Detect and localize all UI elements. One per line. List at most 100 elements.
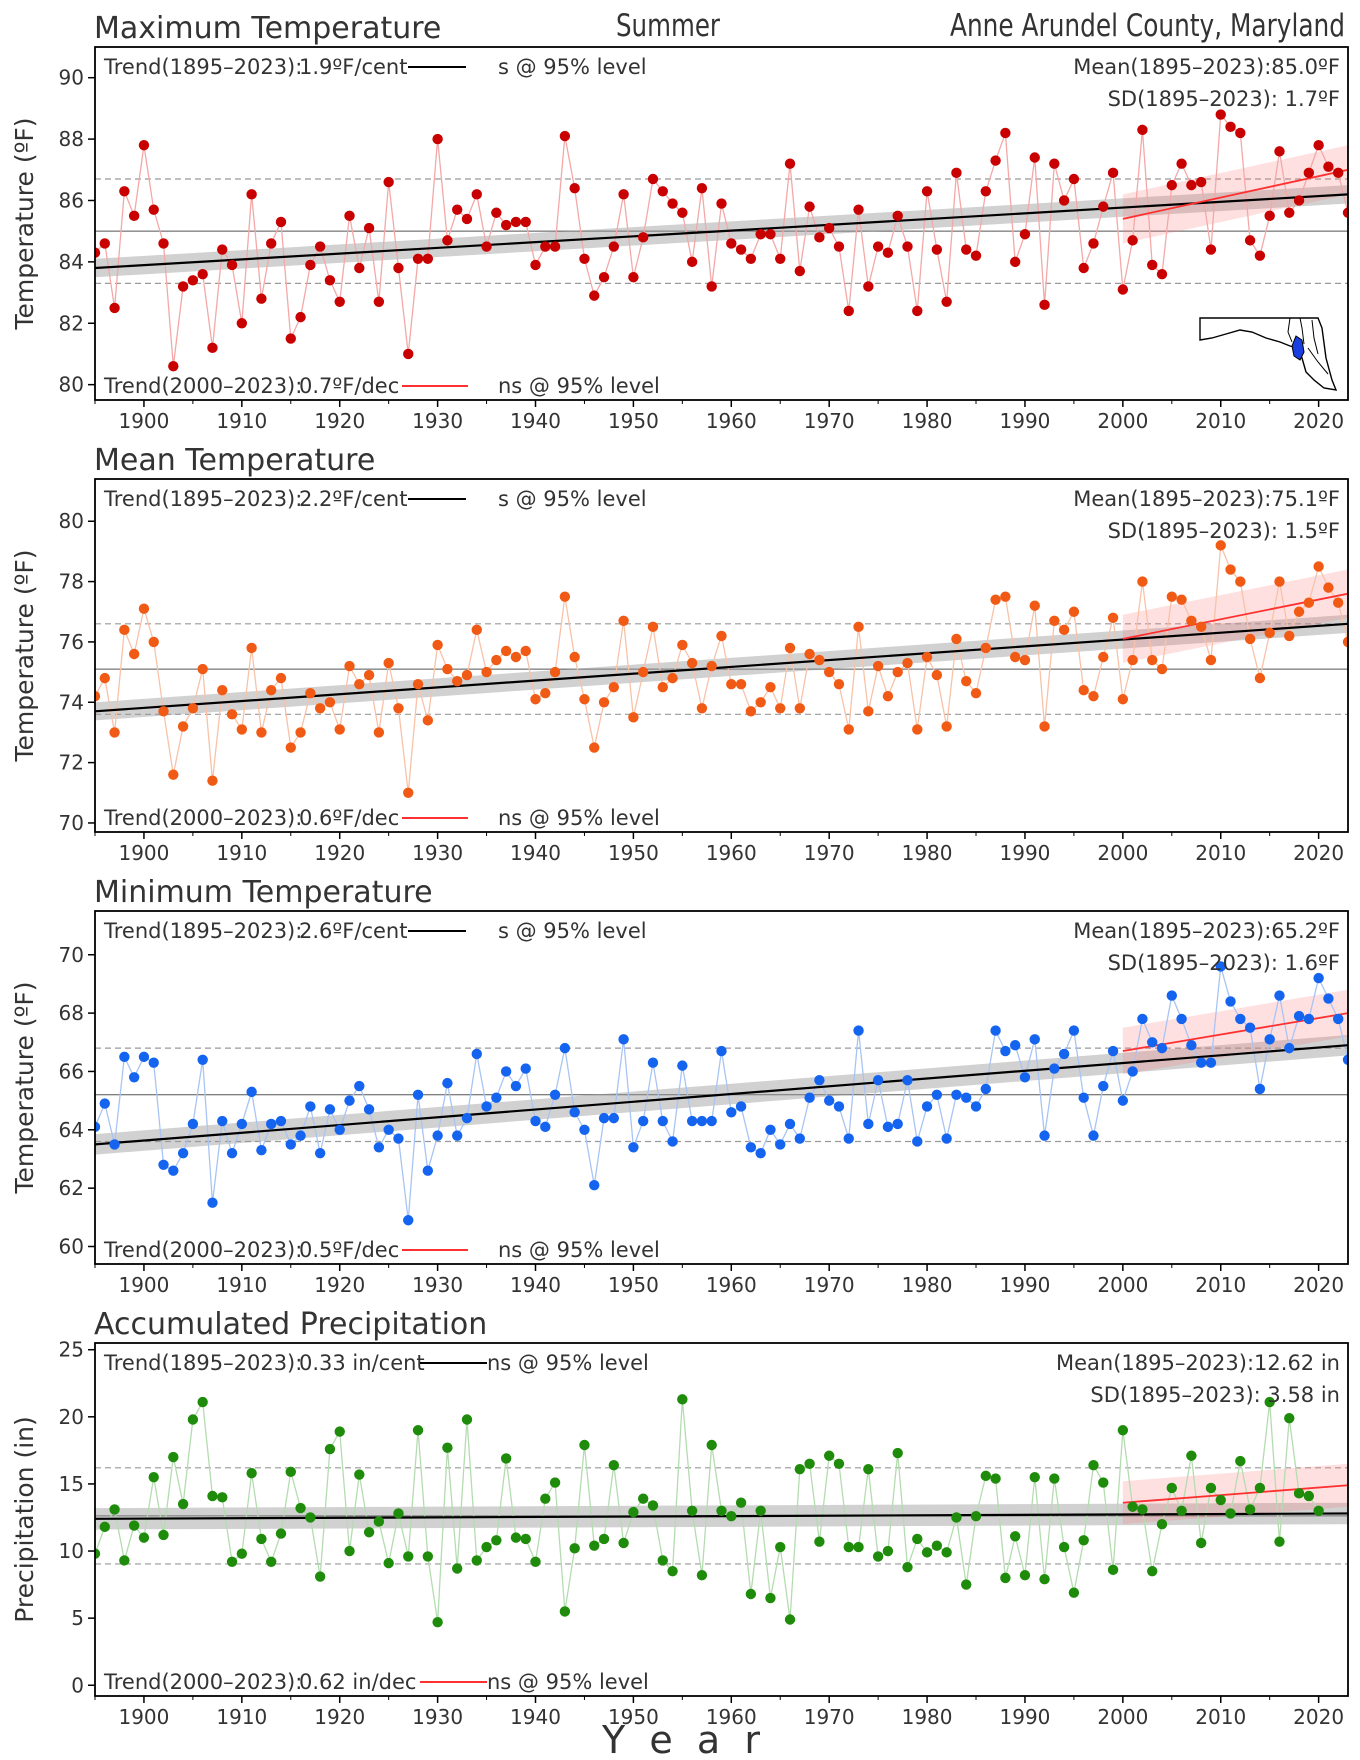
x-tick-label: 1920 — [314, 841, 365, 865]
x-tick-label: 1950 — [608, 409, 659, 433]
data-point — [1166, 179, 1177, 191]
trend-long-value: 2.2ºF/cent — [299, 487, 407, 511]
data-point — [853, 1025, 864, 1036]
data-point — [1088, 1459, 1099, 1471]
data-point — [1107, 167, 1119, 179]
data-point — [1176, 594, 1187, 605]
data-point — [1029, 600, 1040, 611]
y-tick-label: 78 — [59, 570, 84, 594]
data-point — [814, 1536, 825, 1547]
data-point — [1166, 1482, 1177, 1494]
data-point — [990, 594, 1001, 605]
data-point — [354, 1080, 365, 1092]
data-point — [1127, 235, 1138, 246]
data-point — [863, 706, 874, 717]
data-point — [686, 1115, 698, 1127]
data-point — [853, 204, 864, 215]
data-point — [1166, 591, 1177, 602]
data-point — [1049, 1473, 1060, 1484]
data-point — [1000, 1572, 1011, 1584]
x-tick-label: 1900 — [118, 841, 169, 865]
x-tick-label: 1920 — [314, 409, 365, 433]
data-point — [1058, 195, 1070, 206]
data-point — [344, 660, 355, 672]
data-point — [432, 133, 443, 145]
mean-label: Mean(1895–2023):75.1ºF — [1073, 487, 1340, 511]
data-point — [275, 216, 287, 228]
data-point — [1000, 1045, 1011, 1057]
data-point — [608, 241, 620, 252]
y-tick-label: 80 — [59, 509, 84, 533]
data-point — [902, 241, 913, 252]
data-point — [99, 238, 110, 249]
data-point — [863, 1118, 874, 1130]
data-point — [1078, 1535, 1089, 1546]
data-point — [148, 1472, 159, 1483]
data-point — [363, 1104, 375, 1115]
x-tick-label: 1950 — [608, 1705, 659, 1729]
data-point — [95, 247, 101, 258]
data-point — [823, 666, 835, 678]
data-point — [1205, 244, 1217, 255]
x-tick-label: 2020 — [1293, 1273, 1344, 1297]
data-point — [1009, 256, 1021, 268]
data-point — [735, 1101, 747, 1112]
data-point — [628, 272, 639, 283]
data-point — [177, 281, 189, 292]
data-point — [520, 1533, 531, 1545]
sd-label: SD(1895–2023): 1.5ºF — [1108, 519, 1340, 543]
data-point — [980, 1083, 992, 1095]
data-point — [706, 1115, 717, 1127]
data-point — [1215, 961, 1226, 972]
data-point — [461, 669, 473, 681]
data-point — [843, 305, 854, 317]
x-tick-label: 1980 — [902, 409, 953, 433]
data-point — [1284, 1412, 1295, 1424]
data-point — [99, 1098, 110, 1109]
data-point — [598, 1533, 610, 1545]
data-point — [569, 183, 580, 194]
data-point — [451, 204, 463, 215]
data-point — [696, 1570, 708, 1581]
data-point — [589, 1540, 600, 1551]
data-point — [520, 216, 531, 228]
data-point — [1225, 121, 1236, 133]
data-point — [148, 204, 159, 215]
data-point — [569, 1107, 580, 1118]
data-point — [1195, 176, 1207, 188]
data-point — [1078, 1092, 1089, 1103]
x-tick-label: 1970 — [804, 1705, 855, 1729]
data-point — [921, 186, 933, 197]
data-point — [1205, 654, 1217, 666]
data-point — [187, 1118, 199, 1130]
data-point — [794, 1133, 806, 1144]
data-point — [1186, 1450, 1197, 1461]
data-point — [1058, 624, 1070, 636]
data-point — [393, 703, 404, 714]
data-point — [1068, 1587, 1080, 1598]
data-point — [324, 1443, 336, 1455]
data-point — [1333, 597, 1344, 608]
y-tick-label: 5 — [71, 1606, 84, 1630]
data-point — [951, 1089, 962, 1100]
data-point — [442, 663, 453, 675]
data-point — [716, 630, 727, 642]
mean-label: Mean(1895–2023):65.2ºF — [1073, 919, 1340, 943]
data-point — [1107, 612, 1119, 623]
data-point — [1088, 238, 1099, 249]
data-point — [961, 1579, 972, 1590]
x-tick-label: 1940 — [510, 841, 561, 865]
data-point — [637, 1115, 649, 1127]
data-point — [344, 1545, 355, 1557]
data-point — [794, 703, 806, 714]
data-point — [647, 1057, 659, 1068]
plot-area — [95, 961, 1348, 1226]
data-point — [637, 666, 649, 678]
x-tick-label: 1940 — [510, 1273, 561, 1297]
data-point — [314, 241, 326, 252]
data-point — [1058, 1048, 1070, 1060]
data-point — [637, 1493, 649, 1504]
data-point — [412, 1089, 424, 1100]
data-point — [931, 1540, 943, 1551]
data-point — [530, 1115, 541, 1127]
